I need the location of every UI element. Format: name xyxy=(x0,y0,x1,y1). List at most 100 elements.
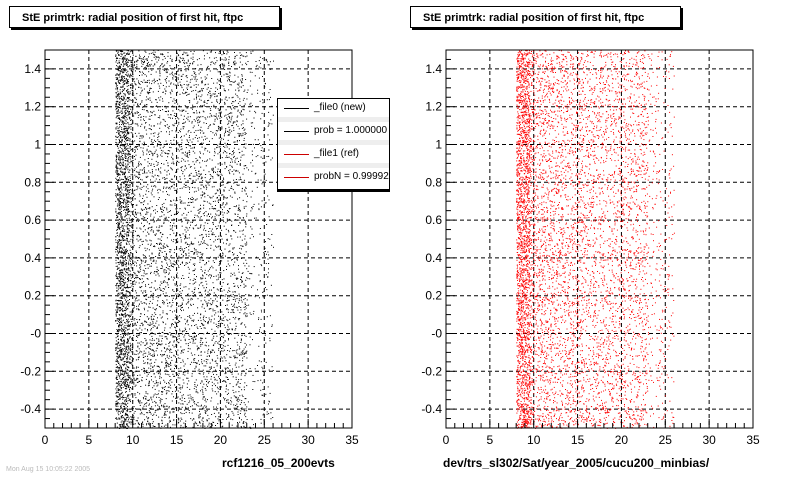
data-point xyxy=(161,106,163,108)
data-point xyxy=(153,325,155,326)
data-point xyxy=(145,190,147,192)
data-point xyxy=(160,172,162,174)
data-point xyxy=(233,253,235,255)
data-point xyxy=(120,387,122,389)
data-point xyxy=(126,295,128,297)
data-point xyxy=(219,272,221,274)
data-point xyxy=(116,323,118,324)
data-point xyxy=(118,268,120,270)
data-point xyxy=(181,221,183,223)
data-point xyxy=(137,399,139,401)
data-point xyxy=(221,279,223,281)
data-point xyxy=(141,282,143,284)
data-point xyxy=(142,342,144,344)
data-point xyxy=(122,112,124,114)
data-point xyxy=(121,293,123,295)
data-point xyxy=(168,278,170,280)
data-point xyxy=(262,93,264,95)
data-point xyxy=(233,304,235,306)
data-point xyxy=(130,336,131,338)
data-point xyxy=(127,153,129,155)
data-point xyxy=(231,154,233,156)
data-point xyxy=(134,61,136,63)
data-point xyxy=(205,293,206,295)
data-point xyxy=(178,368,180,370)
data-point xyxy=(157,163,159,165)
data-point xyxy=(119,232,121,234)
data-point xyxy=(124,201,126,203)
data-point xyxy=(171,239,172,241)
data-point xyxy=(185,411,187,413)
data-point xyxy=(196,363,198,365)
data-point xyxy=(128,133,129,135)
data-point xyxy=(201,259,203,261)
data-point xyxy=(222,282,224,284)
data-point xyxy=(146,172,148,174)
data-point xyxy=(138,348,140,350)
data-point xyxy=(126,63,128,65)
data-point xyxy=(237,102,239,104)
data-point xyxy=(139,140,141,142)
data-point xyxy=(126,301,127,303)
data-point xyxy=(192,175,194,177)
data-point xyxy=(125,385,127,387)
data-point xyxy=(137,375,139,376)
data-point xyxy=(267,386,269,388)
data-point xyxy=(160,121,162,123)
data-point xyxy=(153,56,155,58)
data-point xyxy=(187,211,189,213)
data-point xyxy=(185,121,186,123)
data-point xyxy=(194,217,195,218)
data-point xyxy=(125,260,127,261)
data-point xyxy=(221,255,223,257)
data-point xyxy=(139,401,141,403)
data-point xyxy=(121,86,123,88)
data-point xyxy=(128,105,130,107)
data-point xyxy=(133,181,135,183)
data-point xyxy=(180,128,182,130)
data-point xyxy=(182,385,184,387)
data-point xyxy=(187,156,189,158)
data-point xyxy=(131,258,133,260)
data-point xyxy=(219,386,221,388)
data-point xyxy=(179,93,181,95)
data-point xyxy=(234,141,236,143)
data-point xyxy=(117,300,119,301)
data-point xyxy=(199,227,201,229)
data-point xyxy=(123,319,124,321)
data-point xyxy=(270,412,272,414)
data-point xyxy=(117,405,119,407)
data-point xyxy=(193,388,195,390)
data-point xyxy=(167,153,169,155)
data-point xyxy=(121,349,123,351)
data-point xyxy=(139,264,141,266)
data-point xyxy=(125,193,127,195)
data-point xyxy=(257,139,259,141)
data-point xyxy=(246,268,248,270)
data-point xyxy=(157,354,158,356)
data-point xyxy=(116,318,118,319)
data-point xyxy=(213,406,215,408)
data-point xyxy=(237,256,239,258)
data-point xyxy=(226,99,228,101)
data-point xyxy=(197,187,199,189)
data-point xyxy=(238,300,240,302)
data-point xyxy=(117,311,118,313)
data-point xyxy=(127,329,129,331)
data-point xyxy=(173,199,175,201)
data-point xyxy=(209,179,211,181)
data-point xyxy=(137,342,139,344)
data-point xyxy=(206,262,207,263)
data-point xyxy=(147,188,149,190)
data-point xyxy=(259,228,261,229)
data-point xyxy=(157,189,158,191)
data-point xyxy=(165,369,167,371)
data-point xyxy=(116,170,118,172)
data-point xyxy=(231,328,233,330)
data-point xyxy=(232,189,234,191)
data-point xyxy=(172,110,174,112)
data-point xyxy=(263,395,265,397)
data-point xyxy=(122,410,124,412)
data-point xyxy=(185,257,187,259)
data-point xyxy=(148,423,149,425)
